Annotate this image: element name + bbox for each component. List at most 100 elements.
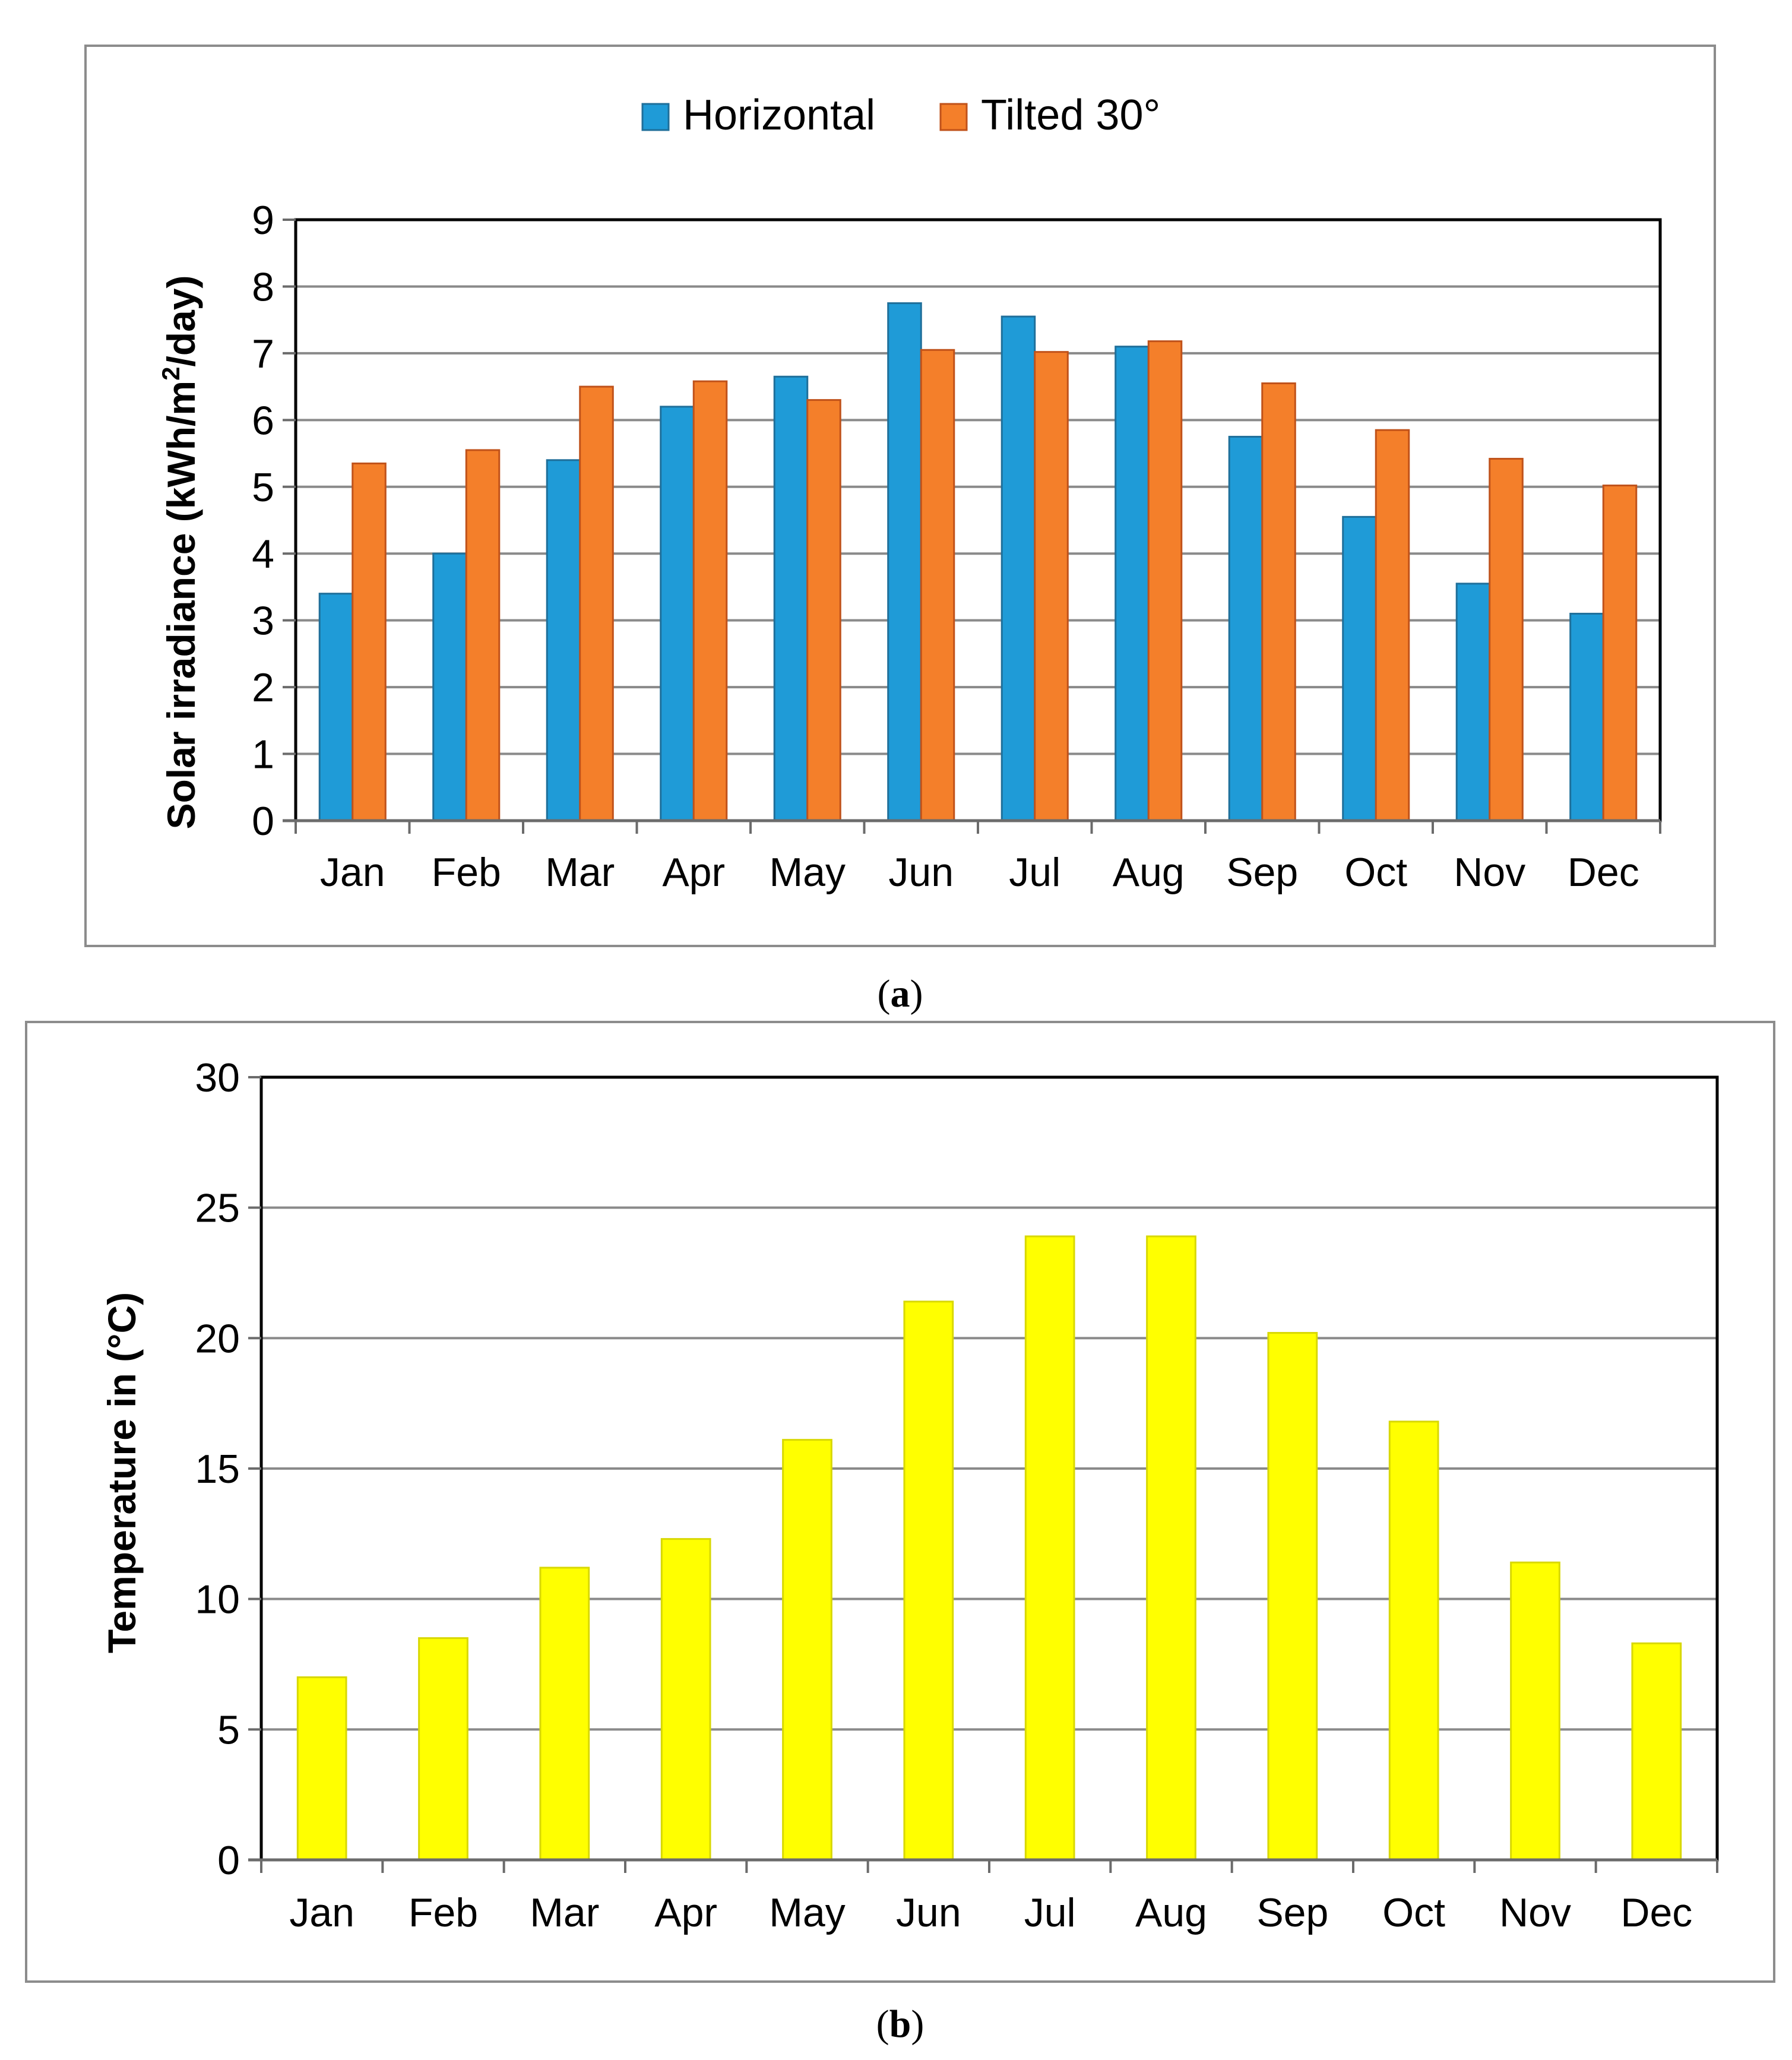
x-tick-label: Jul <box>1009 850 1060 895</box>
x-tick-label: Jun <box>896 1890 961 1935</box>
chart-a-axis-ticks <box>283 219 1661 834</box>
y-tick-label: 0 <box>217 1838 240 1883</box>
x-tick-label: Nov <box>1499 1890 1571 1935</box>
bar-temperature-aug <box>1146 1235 1196 1861</box>
x-tick-label: Dec <box>1620 1890 1692 1935</box>
caption-b-letter: b <box>889 2002 911 2046</box>
chart-a-y-tick-labels: 0 1 2 3 4 5 6 7 8 9 <box>252 198 274 844</box>
chart-b-x-tick-labels: Jan Feb Mar Apr May Jun Jul Aug Sep Oct Nov Dec <box>289 1890 1692 1935</box>
bar-tilted-30-mar <box>579 385 614 822</box>
bar-tilted-30-jan <box>352 462 387 822</box>
bar-temperature-sep <box>1267 1332 1318 1861</box>
y-tick-label: 15 <box>195 1447 240 1492</box>
bar-horizontal-mar <box>546 459 581 822</box>
legend-label-horizontal: Horizontal <box>683 91 875 139</box>
bar-tilted-30-may <box>806 399 841 822</box>
x-tick-label: Jan <box>320 850 385 895</box>
x-tick-label: Dec <box>1568 850 1639 895</box>
caption-a: (a) <box>878 972 923 1015</box>
x-tick-label: Sep <box>1256 1890 1328 1935</box>
bar-tilted-30-dec <box>1602 485 1638 822</box>
y-tick-label: 10 <box>195 1577 240 1622</box>
bar-tilted-30-aug <box>1147 340 1183 822</box>
chart-a-legend: Horizontal Tilted 30° <box>641 91 1160 139</box>
chart-a-gridlines <box>296 285 1660 755</box>
y-tick-label: 5 <box>217 1707 240 1752</box>
bar-temperature-mar <box>539 1567 590 1861</box>
x-tick-label: Jul <box>1024 1890 1076 1935</box>
y-tick-label: 0 <box>252 799 274 844</box>
chart-a-y-axis-label: Solar irradiance (kWh/m2/day) <box>157 276 203 830</box>
y-tick-label: 7 <box>252 331 274 376</box>
bar-temperature-nov <box>1510 1561 1560 1861</box>
bar-horizontal-apr <box>660 406 695 822</box>
bar-tilted-30-jun <box>920 349 955 822</box>
x-tick-label: May <box>769 1890 845 1935</box>
bar-tilted-30-oct <box>1375 429 1410 822</box>
y-tick-label: 4 <box>252 531 274 577</box>
y-tick-label: 8 <box>252 264 274 309</box>
y-label-main: Solar irradiance (kWh/m <box>159 381 203 830</box>
y-tick-label: 20 <box>195 1316 240 1361</box>
x-tick-label: Nov <box>1454 850 1525 895</box>
x-tick-label: Oct <box>1382 1890 1445 1935</box>
bar-tilted-30-apr <box>692 380 728 822</box>
y-label-tail: /day) <box>159 276 203 367</box>
x-tick-label: Jan <box>289 1890 354 1935</box>
caption-b: (b) <box>876 2002 925 2046</box>
y-tick-label: 2 <box>252 665 274 710</box>
bar-tilted-30-jul <box>1034 351 1069 822</box>
x-tick-label: Feb <box>409 1890 478 1935</box>
y-tick-label: 9 <box>252 198 274 243</box>
chart-b-y-tick-labels: 0 5 10 15 20 25 30 <box>195 1055 240 1883</box>
bar-horizontal-may <box>773 375 809 822</box>
y-label-superscript: 2 <box>157 367 185 381</box>
legend-swatch-tilted <box>939 103 968 131</box>
chart-a-bars <box>318 302 1638 822</box>
y-tick-label: 25 <box>195 1186 240 1231</box>
legend-swatch-horizontal <box>641 103 670 131</box>
bar-tilted-30-sep <box>1261 382 1296 822</box>
chart-a-x-tick-labels: Jan Feb Mar Apr May Jun Jul Aug Sep Oct Nov Dec <box>320 850 1639 895</box>
x-tick-label: May <box>770 850 846 895</box>
caption-a-letter: a <box>891 972 910 1015</box>
bar-tilted-30-feb <box>465 449 501 822</box>
bar-horizontal-aug <box>1115 346 1150 822</box>
bar-tilted-30-nov <box>1489 458 1524 822</box>
bar-horizontal-jun <box>887 302 922 822</box>
x-tick-label: Sep <box>1226 850 1298 895</box>
y-tick-label: 6 <box>252 398 274 443</box>
y-tick-label: 5 <box>252 465 274 510</box>
x-tick-label: Mar <box>545 850 615 895</box>
bar-temperature-apr <box>660 1538 711 1861</box>
bar-horizontal-dec <box>1569 612 1604 822</box>
x-tick-label: Jun <box>888 850 954 895</box>
chart-b-y-axis-label: Temperature in (°C) <box>100 1292 144 1653</box>
x-tick-label: Apr <box>654 1890 717 1935</box>
x-tick-label: Oct <box>1344 850 1407 895</box>
x-tick-label: Mar <box>530 1890 599 1935</box>
chart-b-gridlines <box>261 1206 1717 1731</box>
bar-temperature-jul <box>1024 1235 1075 1861</box>
bar-horizontal-oct <box>1342 515 1377 822</box>
bar-temperature-jun <box>903 1300 954 1861</box>
x-tick-label: Feb <box>432 850 501 895</box>
y-tick-label: 3 <box>252 599 274 644</box>
bar-horizontal-sep <box>1228 435 1264 822</box>
bar-temperature-jan <box>296 1676 347 1861</box>
bar-temperature-oct <box>1388 1420 1439 1861</box>
y-tick-label: 30 <box>195 1055 240 1100</box>
bar-temperature-dec <box>1631 1642 1682 1861</box>
legend-label-tilted: Tilted 30° <box>981 91 1160 139</box>
bar-horizontal-jan <box>318 593 354 822</box>
chart-b-axis-ticks <box>248 1076 1718 1873</box>
x-tick-label: Aug <box>1113 850 1185 895</box>
x-tick-label: Aug <box>1135 1890 1207 1935</box>
bar-horizontal-feb <box>432 552 467 822</box>
y-tick-label: 1 <box>252 732 274 777</box>
bar-horizontal-jul <box>1001 315 1036 822</box>
bar-horizontal-nov <box>1455 583 1491 822</box>
x-tick-label: Apr <box>662 850 725 895</box>
bar-temperature-feb <box>418 1637 468 1861</box>
